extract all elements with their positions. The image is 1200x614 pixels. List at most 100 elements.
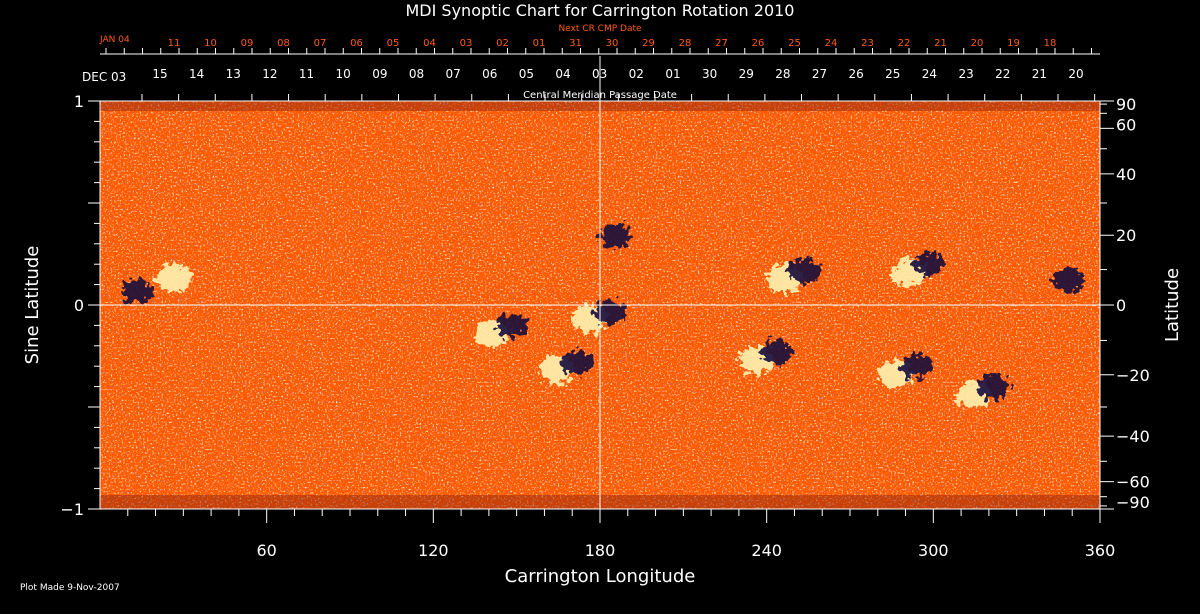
cmp-date-label: 01 [665,67,680,81]
cmp-date-label: 12 [262,67,277,81]
y-axis-right-title: Latitude [1162,268,1183,342]
cmp-date-label: 11 [299,67,314,81]
cmp-date-label: 27 [812,67,827,81]
cmp-date-label: 21 [1032,67,1047,81]
cmp-date-label: 22 [995,67,1010,81]
negative-polarity-patch [599,223,632,248]
next-cr-date-label: 26 [752,38,765,49]
next-cr-date-label: 30 [606,38,619,49]
y-right-tick-label: 0 [1116,296,1126,315]
cmp-date-label: 08 [409,67,424,81]
x-tick-label: 180 [585,541,616,560]
next-cr-date-label: 06 [350,38,363,49]
negative-polarity-patch [560,350,593,375]
y-right-tick-label: −20 [1116,366,1150,385]
next-cr-title: Next CR CMP Date [558,24,642,34]
active-regions [121,223,1085,409]
y-axis-left: 1 0 −1 [60,92,100,519]
negative-polarity-patch [977,374,1010,399]
next-cr-date-label: 24 [825,38,838,49]
x-tick-label: 240 [751,541,782,560]
cmp-date-label: 23 [958,67,973,81]
next-cr-date-label: 07 [314,38,327,49]
negative-polarity-patch [899,354,932,379]
y-right-tick-label: 90 [1116,95,1136,114]
active-region [599,223,632,248]
negative-polarity-patch [760,340,793,364]
x-axis: 60 120 180 240 300 360 [127,509,1116,560]
cmp-date-label: 10 [336,67,351,81]
next-cr-date-label: 22 [898,38,911,49]
cmp-date-label: 14 [189,67,204,81]
y-right-tick-label: 40 [1116,165,1136,184]
next-cr-date-label: 08 [277,38,290,49]
y-right-tick-label: 20 [1116,226,1136,245]
negative-polarity-patch [496,313,529,338]
y-left-tick-label: −1 [60,500,84,519]
y-right-tick-label: −40 [1116,427,1150,446]
cmp-date-label: 02 [629,67,644,81]
active-region [474,313,529,348]
y-right-tick-label: 60 [1116,115,1136,134]
active-region [738,340,793,374]
cmp-date-label: 25 [885,67,900,81]
next-cr-date-labels: 11 10 09 08 07 06 05 04 03 02 01 31 30 29 28 27 26 25 24 23… [168,38,1057,49]
negative-polarity-patch [1052,268,1085,293]
x-tick-label: 300 [918,541,949,560]
cmp-date-label: 05 [519,67,534,81]
next-cr-date-label: 28 [679,38,692,49]
cmp-date-label: 09 [372,67,387,81]
next-cr-date-label: 29 [642,38,655,49]
y-right-tick-label: −90 [1116,493,1150,512]
active-region [121,278,154,303]
negative-polarity-patch [788,258,821,283]
next-cr-date-label: 04 [423,38,436,49]
x-axis-title: Carrington Longitude [505,566,696,587]
cmp-date-label: 06 [482,67,497,81]
next-cr-date-label: 25 [788,38,801,49]
next-cr-date-label: 20 [971,38,984,49]
negative-polarity-patch [121,278,154,303]
cmp-date-label: 20 [1068,67,1083,81]
cmp-date-label: 28 [775,67,790,81]
next-cr-date-label: 27 [715,38,728,49]
next-cr-date-label: 03 [460,38,473,49]
cmp-date-labels: 15 14 13 12 11 10 09 08 07 06 05 04 03 02 01 30 29 28 27 26… [152,67,1083,81]
chart-title: MDI Synoptic Chart for Carrington Rotati… [406,1,795,20]
positive-polarity-patch [155,264,192,293]
cmp-date-label: 30 [702,67,717,81]
active-region [155,264,192,293]
active-region [891,252,946,287]
active-region [955,374,1010,409]
next-cr-date-label: 31 [569,38,582,49]
next-cr-date-label: 02 [496,38,509,49]
next-cr-date-label: 23 [861,38,874,49]
next-cr-date-label: 05 [387,38,400,49]
top-axis-start-label: DEC 03 [82,70,126,84]
next-cr-date-label: 01 [533,38,546,49]
cmp-date-label: 29 [739,67,754,81]
active-region [877,354,932,389]
x-tick-label: 360 [1085,541,1116,560]
y-axis-left-title: Sine Latitude [22,246,43,365]
next-cr-date-label: 18 [1044,38,1057,49]
cmp-date-label: 24 [922,67,937,81]
negative-polarity-patch [913,252,946,277]
negative-polarity-patch [594,299,626,324]
next-cr-date-label: 10 [204,38,217,49]
next-cr-date-label: 11 [168,38,181,49]
cmp-date-label: 07 [445,67,460,81]
next-cr-start-label: JAN 04 [99,35,130,45]
y-left-tick-label: 1 [74,92,84,111]
cmp-date-label: 04 [555,67,570,81]
x-tick-label: 60 [256,541,276,560]
active-region [1052,268,1085,293]
next-cr-ticks [105,48,1092,54]
cmp-ticks [141,94,1096,101]
active-region [766,258,821,293]
active-region [538,350,593,385]
y-right-tick-label: −60 [1116,473,1150,492]
